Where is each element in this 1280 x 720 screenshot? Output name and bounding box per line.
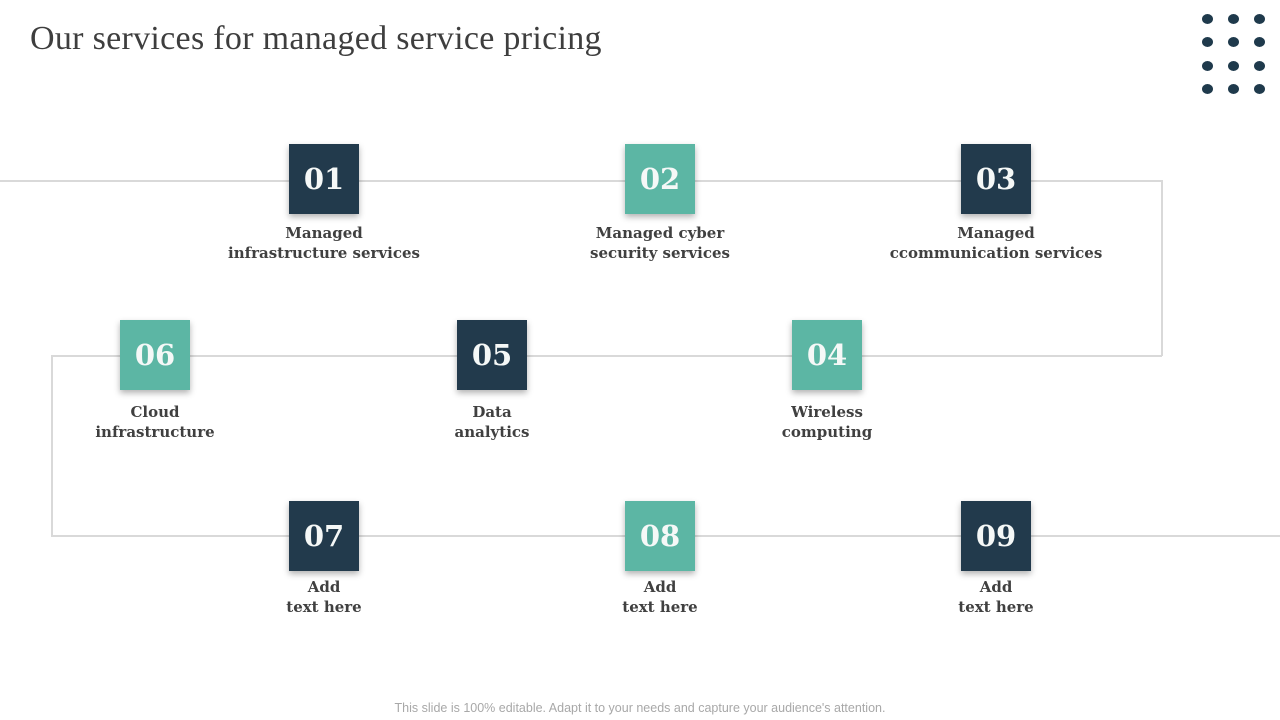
dot-icon xyxy=(1254,84,1265,94)
dot-icon xyxy=(1254,13,1265,24)
connector-line-left-vertical xyxy=(51,355,53,536)
step-number: 09 xyxy=(975,519,1017,553)
dot-icon xyxy=(1228,37,1239,47)
step-label-line1: Wireless xyxy=(791,403,863,421)
step-label-line1: Managed xyxy=(285,224,363,242)
step-label-line2: ccommunication services xyxy=(889,243,1103,262)
step-number: 06 xyxy=(134,338,176,372)
step-number: 08 xyxy=(639,519,681,553)
step-number: 05 xyxy=(471,338,513,372)
dot-icon xyxy=(1202,84,1213,94)
connector-line-right-vertical xyxy=(1161,180,1163,356)
step-box-09: 09 xyxy=(961,501,1031,571)
dot-icon xyxy=(1254,60,1265,71)
step-box-08: 08 xyxy=(625,501,695,571)
step-label-line1: Add xyxy=(643,578,677,596)
dot-icon xyxy=(1254,37,1265,47)
step-number: 04 xyxy=(806,338,848,372)
decorative-dots-grid xyxy=(1202,0,1265,94)
step-label-05: Data analytics xyxy=(372,403,612,442)
step-box-03: 03 xyxy=(961,144,1031,214)
step-label-01: Managed infrastructure services xyxy=(204,224,444,263)
step-label-line1: Managed xyxy=(957,224,1035,242)
step-box-05: 05 xyxy=(457,320,527,390)
step-label-line1: Cloud xyxy=(130,403,180,421)
step-label-09: Add text here xyxy=(876,578,1116,617)
step-label-04: Wireless computing xyxy=(707,403,947,442)
step-label-line2: text here xyxy=(958,597,1034,616)
step-label-line1: Managed cyber xyxy=(595,224,725,242)
step-box-06: 06 xyxy=(120,320,190,390)
step-number: 03 xyxy=(975,162,1017,196)
dot-icon xyxy=(1228,13,1239,24)
slide-title: Our services for managed service pricing xyxy=(30,20,602,57)
dot-icon xyxy=(1202,60,1213,71)
step-box-07: 07 xyxy=(289,501,359,571)
step-label-line2: security services xyxy=(590,243,730,262)
step-label-line2: text here xyxy=(622,597,698,616)
step-box-01: 01 xyxy=(289,144,359,214)
step-label-line1: Data xyxy=(472,403,512,421)
step-label-06: Cloud infrastructure xyxy=(35,403,275,442)
step-label-line2: infrastructure xyxy=(95,422,215,441)
dot-icon xyxy=(1228,60,1239,71)
step-label-02: Managed cyber security services xyxy=(540,224,780,263)
step-box-02: 02 xyxy=(625,144,695,214)
step-label-03: Managed ccommunication services xyxy=(876,224,1116,263)
step-label-line1: Add xyxy=(307,578,341,596)
step-number: 07 xyxy=(303,519,345,553)
dot-icon xyxy=(1202,37,1213,47)
step-label-line2: computing xyxy=(781,422,873,441)
step-number: 01 xyxy=(303,162,345,196)
dot-icon xyxy=(1228,84,1239,94)
step-label-line2: text here xyxy=(286,597,362,616)
dot-icon xyxy=(1202,13,1213,24)
step-label-line2: infrastructure services xyxy=(228,243,420,262)
step-box-04: 04 xyxy=(792,320,862,390)
connector-line-row2 xyxy=(51,355,1162,357)
step-label-line1: Add xyxy=(979,578,1013,596)
step-number: 02 xyxy=(639,162,681,196)
connector-line-row1 xyxy=(0,180,1162,182)
footer-note: This slide is 100% editable. Adapt it to… xyxy=(394,701,886,715)
step-label-line2: analytics xyxy=(454,422,530,441)
step-label-08: Add text here xyxy=(540,578,780,617)
step-label-07: Add text here xyxy=(204,578,444,617)
